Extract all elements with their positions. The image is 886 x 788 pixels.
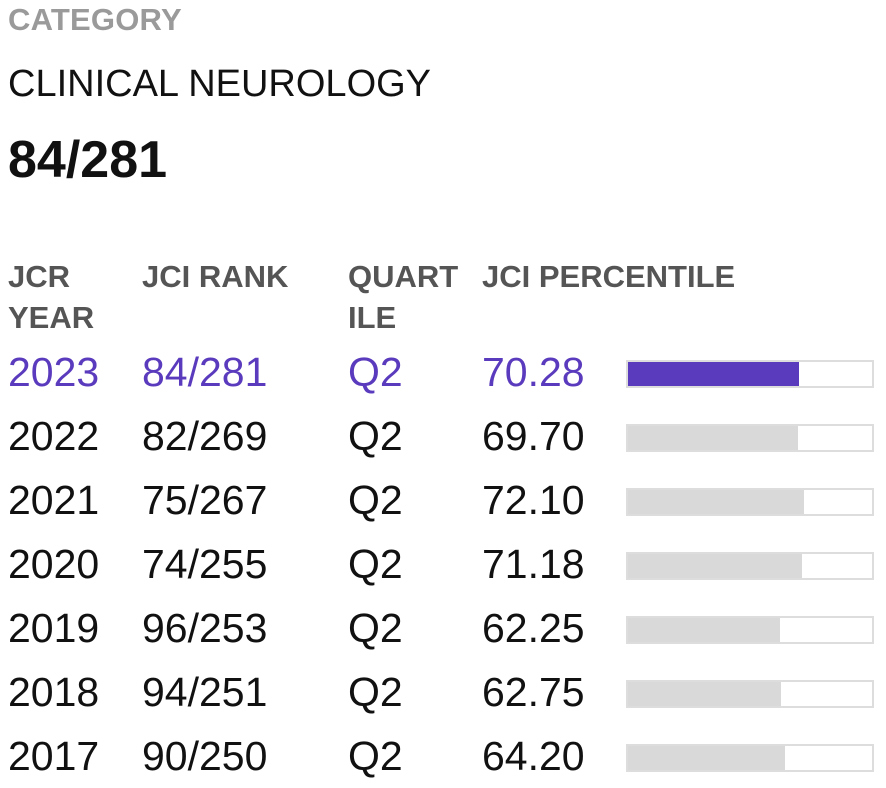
quartile-cell: Q2 (348, 733, 403, 779)
percentile-bar (626, 744, 874, 772)
percentile-bar (626, 360, 874, 388)
table-row: 2023 84/281 Q2 70.28 (8, 340, 878, 404)
percentile-cell: 64.20 (482, 733, 585, 779)
quartile-cell: Q2 (348, 477, 403, 523)
table-row: 2018 94/251 Q2 62.75 (8, 660, 878, 724)
quartile-cell: Q2 (348, 413, 403, 459)
rank-cell: 74/255 (142, 541, 268, 587)
percentile-bar-fill (628, 554, 802, 578)
jci-rank-table: JCR YEAR JCI RANK QUART ILE JCI PERCENTI… (8, 256, 878, 788)
header-jci-rank: JCI RANK (142, 259, 289, 294)
percentile-bar-fill (628, 426, 799, 450)
rank-cell: 82/269 (142, 413, 268, 459)
table-row: 2022 82/269 Q2 69.70 (8, 404, 878, 468)
percentile-bar-fill (628, 682, 782, 706)
category-name: CLINICAL NEUROLOGY (8, 63, 432, 105)
percentile-cell: 71.18 (482, 541, 585, 587)
table-row: 2021 75/267 Q2 72.10 (8, 468, 878, 532)
percentile-bar-fill (628, 746, 785, 770)
rank-cell: 84/281 (142, 349, 268, 395)
percentile-bar-fill (628, 618, 780, 642)
year-cell: 2023 (8, 349, 100, 395)
header-jcr-year: JCR YEAR (8, 259, 95, 335)
table-header: JCR YEAR JCI RANK QUART ILE JCI PERCENTI… (8, 256, 878, 340)
percentile-bar (626, 552, 874, 580)
year-cell: 2017 (8, 733, 100, 779)
percentile-cell: 72.10 (482, 477, 585, 523)
table-row: 2020 74/255 Q2 71.18 (8, 532, 878, 596)
percentile-cell: 62.25 (482, 605, 585, 651)
year-cell: 2022 (8, 413, 100, 459)
year-cell: 2019 (8, 605, 100, 651)
percentile-bar (626, 680, 874, 708)
year-cell: 2020 (8, 541, 100, 587)
category-label: CATEGORY (8, 2, 182, 37)
percentile-bar-fill (628, 362, 800, 386)
percentile-cell: 69.70 (482, 413, 585, 459)
quartile-cell: Q2 (348, 349, 403, 395)
table-body: 2023 84/281 Q2 70.28 2022 82/269 Q2 69.70 2021 75… (8, 340, 878, 788)
rank-cell: 96/253 (142, 605, 268, 651)
year-cell: 2018 (8, 669, 100, 715)
percentile-bar-fill (628, 490, 804, 514)
rank-cell: 94/251 (142, 669, 268, 715)
year-cell: 2021 (8, 477, 100, 523)
quartile-cell: Q2 (348, 605, 403, 651)
percentile-bar (626, 616, 874, 644)
quartile-cell: Q2 (348, 669, 403, 715)
header-jci-percentile: JCI PERCENTILE (482, 259, 736, 294)
rank-cell: 75/267 (142, 477, 268, 523)
rank-cell: 90/250 (142, 733, 268, 779)
quartile-cell: Q2 (348, 541, 403, 587)
percentile-bar (626, 424, 874, 452)
category-rank: 84/281 (8, 131, 168, 189)
table-row: 2017 90/250 Q2 64.20 (8, 724, 878, 788)
table-row: 2019 96/253 Q2 62.25 (8, 596, 878, 660)
header-quartile: QUART ILE (348, 259, 459, 335)
percentile-cell: 62.75 (482, 669, 585, 715)
percentile-bar (626, 488, 874, 516)
percentile-cell: 70.28 (482, 349, 585, 395)
